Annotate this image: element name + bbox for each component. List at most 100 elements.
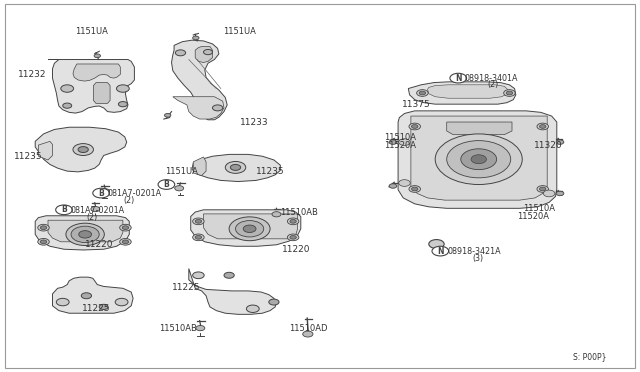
Polygon shape — [192, 154, 280, 182]
Text: (2): (2) — [488, 80, 499, 89]
Text: 11235: 11235 — [256, 167, 285, 176]
Circle shape — [230, 164, 241, 170]
Circle shape — [164, 113, 171, 117]
Circle shape — [91, 206, 100, 212]
Polygon shape — [38, 141, 52, 160]
Text: 08918-3421A: 08918-3421A — [448, 247, 502, 256]
Text: S: P00P}: S: P00P} — [573, 352, 606, 361]
Circle shape — [435, 134, 522, 185]
Circle shape — [419, 91, 426, 95]
Text: 11510A: 11510A — [384, 133, 416, 142]
Circle shape — [100, 189, 109, 194]
Circle shape — [99, 304, 108, 310]
Circle shape — [175, 186, 184, 191]
Circle shape — [66, 223, 104, 246]
Circle shape — [175, 50, 186, 56]
Text: 11232: 11232 — [18, 70, 47, 79]
Circle shape — [40, 240, 47, 244]
Text: B: B — [164, 180, 169, 189]
Circle shape — [120, 238, 131, 245]
Circle shape — [204, 49, 212, 55]
Text: 1151UA: 1151UA — [165, 167, 198, 176]
Circle shape — [79, 231, 92, 238]
Text: (2): (2) — [123, 196, 134, 205]
Polygon shape — [408, 82, 516, 104]
Text: 11510A: 11510A — [524, 204, 556, 213]
Text: 11520A: 11520A — [384, 141, 416, 150]
Circle shape — [81, 293, 92, 299]
Circle shape — [409, 186, 420, 192]
Circle shape — [193, 36, 199, 40]
Polygon shape — [52, 277, 133, 313]
Polygon shape — [193, 157, 206, 176]
Circle shape — [450, 73, 467, 83]
Circle shape — [229, 217, 270, 241]
Polygon shape — [398, 111, 557, 208]
Circle shape — [236, 221, 264, 237]
Text: 081A7-0201A: 081A7-0201A — [70, 206, 125, 215]
Text: 11220: 11220 — [282, 246, 310, 254]
Text: 11225: 11225 — [172, 283, 200, 292]
Text: 11510AB: 11510AB — [159, 324, 196, 333]
Circle shape — [63, 103, 72, 108]
Polygon shape — [189, 269, 276, 314]
Circle shape — [224, 272, 234, 278]
Circle shape — [461, 149, 497, 170]
Polygon shape — [173, 97, 224, 119]
Text: B: B — [99, 189, 104, 198]
Circle shape — [417, 90, 428, 96]
Circle shape — [38, 238, 49, 245]
Circle shape — [389, 184, 397, 188]
Polygon shape — [411, 116, 547, 200]
Circle shape — [56, 205, 72, 215]
Polygon shape — [73, 64, 120, 81]
Text: (3): (3) — [472, 254, 483, 263]
Circle shape — [540, 125, 546, 128]
Circle shape — [290, 219, 296, 223]
Circle shape — [506, 91, 513, 95]
Polygon shape — [35, 216, 129, 250]
Circle shape — [451, 75, 460, 80]
Circle shape — [193, 272, 204, 279]
Circle shape — [56, 298, 69, 306]
Text: N: N — [437, 247, 444, 256]
Circle shape — [246, 305, 259, 312]
Circle shape — [287, 218, 299, 225]
Circle shape — [118, 102, 127, 107]
Circle shape — [272, 212, 281, 217]
Circle shape — [556, 140, 564, 144]
Circle shape — [78, 147, 88, 153]
Text: 081A7-0201A: 081A7-0201A — [108, 189, 162, 198]
Polygon shape — [172, 40, 227, 120]
Circle shape — [537, 123, 548, 130]
Circle shape — [195, 219, 202, 223]
Text: 11225: 11225 — [82, 304, 111, 313]
Circle shape — [158, 180, 175, 189]
Circle shape — [122, 240, 129, 244]
Circle shape — [193, 234, 204, 241]
Circle shape — [540, 187, 546, 191]
Circle shape — [94, 54, 100, 58]
Circle shape — [61, 85, 74, 92]
Circle shape — [225, 161, 246, 173]
Polygon shape — [195, 46, 212, 62]
Polygon shape — [48, 220, 123, 242]
Text: 11520A: 11520A — [517, 212, 549, 221]
Text: 11235: 11235 — [14, 152, 43, 161]
Text: N: N — [455, 74, 461, 83]
Polygon shape — [35, 127, 127, 172]
Polygon shape — [191, 210, 301, 246]
Circle shape — [409, 123, 420, 130]
Circle shape — [290, 235, 296, 239]
Circle shape — [212, 105, 223, 111]
Circle shape — [116, 85, 129, 92]
Circle shape — [115, 298, 128, 306]
Circle shape — [399, 180, 410, 186]
Text: 11233: 11233 — [240, 118, 269, 127]
Circle shape — [471, 155, 486, 164]
Circle shape — [93, 188, 109, 198]
Circle shape — [432, 246, 449, 256]
Circle shape — [543, 190, 555, 197]
Polygon shape — [447, 122, 512, 135]
Circle shape — [38, 224, 49, 231]
